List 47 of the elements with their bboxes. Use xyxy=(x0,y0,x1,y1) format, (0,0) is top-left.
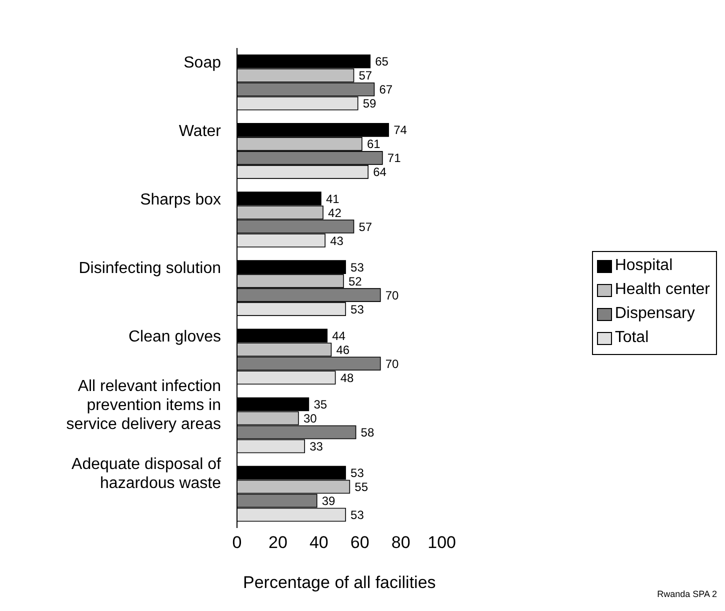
data-label: 33 xyxy=(310,439,324,454)
data-label: 42 xyxy=(328,206,342,220)
x-tick-label: 80 xyxy=(391,533,410,552)
data-label: 67 xyxy=(379,82,393,97)
data-label: 57 xyxy=(358,220,372,234)
data-label: 30 xyxy=(303,411,318,426)
data-label: 58 xyxy=(360,425,374,440)
data-label: 65 xyxy=(375,54,389,69)
data-label: 46 xyxy=(336,342,350,357)
x-axis-title: Percentage of all facilities xyxy=(243,573,436,592)
data-label: 59 xyxy=(362,96,377,111)
legend-label: Total xyxy=(614,329,649,347)
legend-label: Dispensary xyxy=(614,305,695,323)
y-tick-label: Water xyxy=(178,122,222,140)
data-label: 43 xyxy=(330,234,344,248)
data-label: 53 xyxy=(350,302,364,316)
data-label: 35 xyxy=(314,397,328,412)
x-tick-label: 0 xyxy=(232,533,242,552)
data-label: 55 xyxy=(354,480,368,494)
data-label: 53 xyxy=(350,466,364,480)
x-tick-label: 40 xyxy=(309,533,328,552)
data-label: 44 xyxy=(332,328,346,343)
data-label: 48 xyxy=(340,370,354,385)
data-label: 70 xyxy=(385,356,400,371)
x-tick-label: 100 xyxy=(428,533,456,552)
y-tick-label: Disinfecting solution xyxy=(78,260,221,277)
x-tick-label: 60 xyxy=(350,533,370,552)
data-label: 41 xyxy=(326,192,340,206)
data-label: 71 xyxy=(387,151,402,166)
y-tick-label: Adequate disposal of hazardous waste xyxy=(72,456,222,492)
data-label: 53 xyxy=(350,260,364,274)
text: Rwanda SPA 2 xyxy=(657,589,717,599)
data-label: 70 xyxy=(385,288,400,302)
legend-label: Health center xyxy=(614,281,710,299)
data-label: 61 xyxy=(366,137,381,152)
y-tick-label: All relevant infection prevention items in service delivery areas xyxy=(66,378,221,434)
x-tick-label: 20 xyxy=(268,533,288,552)
data-label: 57 xyxy=(358,68,372,83)
data-label: 39 xyxy=(322,494,336,508)
y-tick-label: Soap xyxy=(184,54,222,72)
y-tick-label: Sharps box xyxy=(140,191,221,208)
legend-label: Hospital xyxy=(614,257,673,275)
data-label: 74 xyxy=(394,123,408,138)
y-tick-label: Clean gloves xyxy=(128,328,221,346)
data-label: 53 xyxy=(350,508,364,522)
data-label: 64 xyxy=(373,165,387,180)
data-label: 52 xyxy=(348,274,362,288)
